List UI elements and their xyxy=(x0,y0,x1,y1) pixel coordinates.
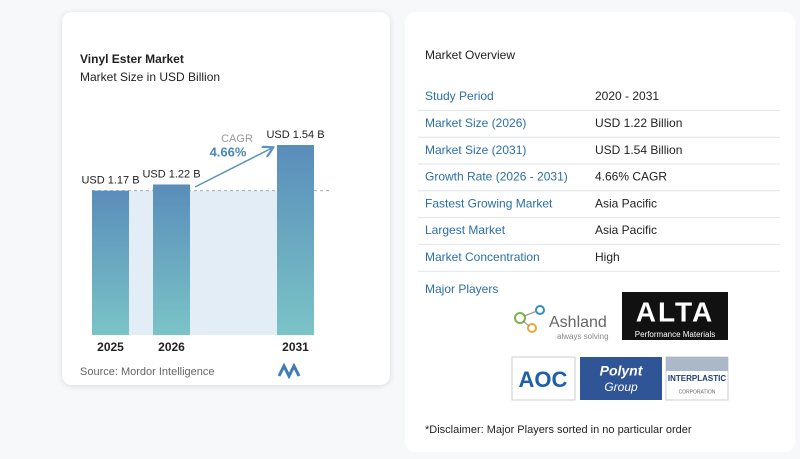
logo-text: ALTA xyxy=(636,296,715,327)
logo-text: always solving xyxy=(557,332,609,341)
row-value: 2020 - 2031 xyxy=(595,89,659,103)
cagr-arrow xyxy=(194,148,272,188)
row-label: Largest Market xyxy=(425,223,506,237)
logo-aoc: AOC xyxy=(511,356,576,401)
value-label: USD 1.17 B xyxy=(81,175,139,187)
x-tick-label: 2026 xyxy=(158,340,185,354)
row-value: USD 1.54 Billion xyxy=(595,143,682,157)
row-label: Fastest Growing Market xyxy=(425,196,553,210)
value-label: USD 1.54 B xyxy=(266,129,324,141)
logo-text: Performance Materials xyxy=(635,330,715,339)
bar xyxy=(92,190,129,335)
players-title: Major Players xyxy=(425,282,498,296)
overview-card xyxy=(405,12,795,452)
row-value: Asia Pacific xyxy=(595,223,657,237)
chart-subtitle: Market Size in USD Billion xyxy=(80,70,220,84)
source-logo xyxy=(277,362,301,380)
row-value: USD 1.22 Billion xyxy=(595,116,682,130)
source: Source: Mordor Intelligence xyxy=(80,366,215,378)
reference-area xyxy=(129,190,277,335)
logo-text: Ashland xyxy=(549,314,607,331)
disclaimer: *Disclaimer: Major Players sorted in no … xyxy=(425,424,692,436)
row-value: 4.66% CAGR xyxy=(595,170,667,184)
logo-alta: ALTA Performance Materials xyxy=(622,292,728,340)
row-label: Market Size (2026) xyxy=(425,116,526,130)
logo-text: Polynt xyxy=(600,363,644,379)
bar xyxy=(277,145,314,335)
row-label: Growth Rate (2026 - 2031) xyxy=(425,170,568,184)
cagr-label: CAGR xyxy=(221,133,253,145)
x-tick-label: 2031 xyxy=(282,340,309,354)
logo-text: CORPORATION xyxy=(679,389,716,395)
overview-title: Market Overview xyxy=(425,48,515,62)
chart-title: Vinyl Ester Market xyxy=(80,52,184,66)
row-label: Study Period xyxy=(425,89,494,103)
x-tick-label: 2025 xyxy=(97,340,124,354)
logo-text: INTERPLASTIC xyxy=(668,374,726,383)
cagr-value: 4.66% xyxy=(210,144,247,159)
overview-table: Study Period 2020 - 2031 Market Size (2026… xyxy=(418,89,780,272)
row-value: Asia Pacific xyxy=(595,196,657,210)
row-label: Market Size (2031) xyxy=(425,143,526,157)
logo-text: Group xyxy=(604,380,638,394)
value-label: USD 1.22 B xyxy=(142,168,200,180)
row-value: High xyxy=(595,250,620,264)
logo-interplastic: INTERPLASTIC CORPORATION xyxy=(665,356,729,401)
logo-text: AOC xyxy=(519,367,568,392)
bar xyxy=(153,184,190,335)
row-label: Market Concentration xyxy=(425,250,540,264)
logo-polynt: Polynt Group xyxy=(580,357,662,400)
logo-ashland: Ashland always solving xyxy=(514,305,609,341)
